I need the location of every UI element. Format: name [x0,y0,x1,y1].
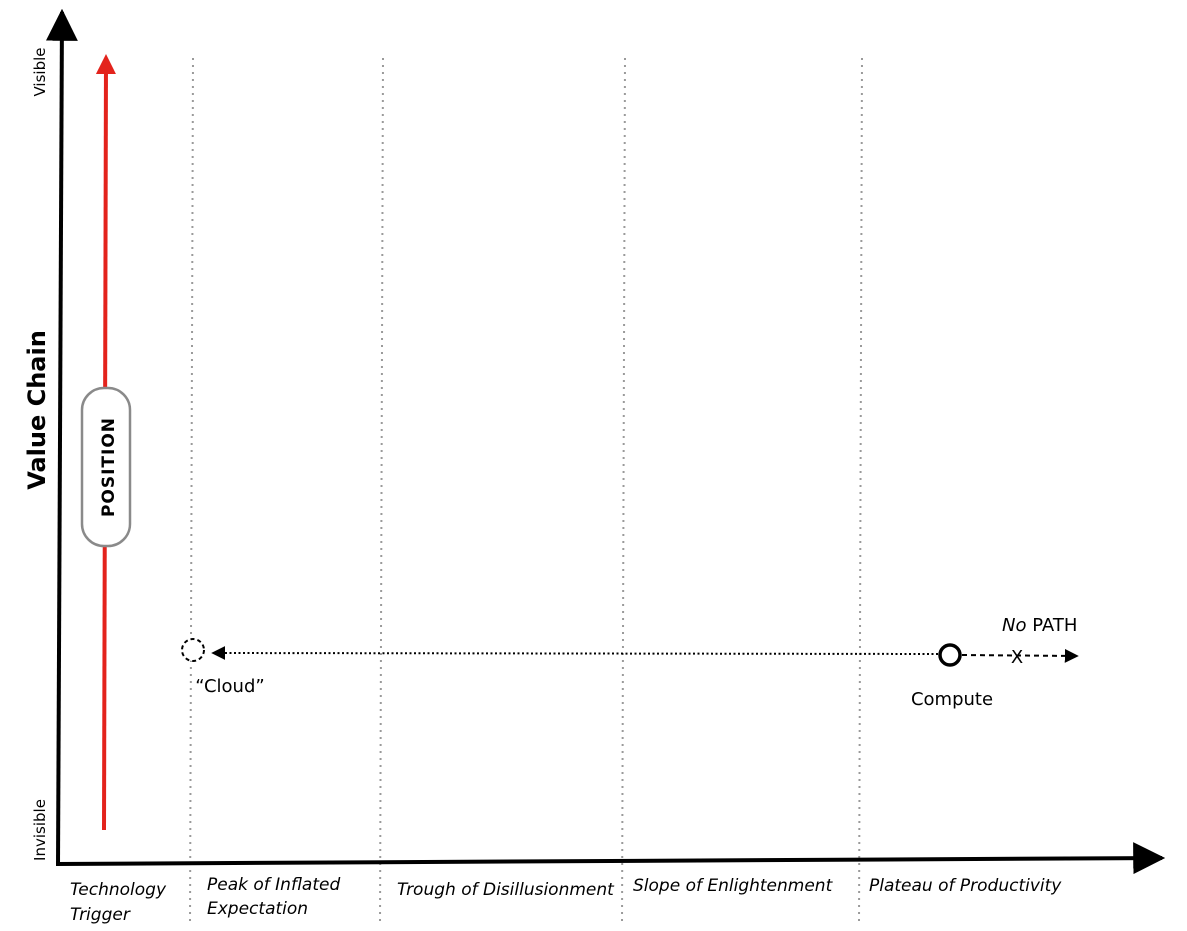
compute-label: Compute [911,689,993,710]
cloud-node [181,638,205,662]
phase-label-technology-trigger-line2: Trigger [70,905,131,925]
y-axis-title: Value Chain [23,330,51,490]
phase-label-trough: Trough of Disillusionment [397,880,615,900]
phase-labels: Technology Trigger Peak of Inflated Expe… [70,875,1062,925]
phase-divider-2 [379,57,384,926]
no-path-prefix: No [1002,615,1026,636]
no-path-dashed-arrow [961,648,1079,663]
compute-node [938,643,962,667]
phase-label-plateau: Plateau of Productivity [869,876,1062,896]
phase-dividers [189,57,863,926]
phase-label-slope: Slope of Enlightenment [633,876,834,896]
position-pill: POSITION [80,386,132,548]
evolution-dotted-arrow [211,646,939,661]
y-axis-line [45,8,78,866]
phase-divider-1 [189,57,194,926]
phase-divider-3 [621,57,626,926]
position-label: POSITION [99,417,119,517]
phase-label-technology-trigger-line1: Technology [70,880,167,900]
phase-divider-4 [858,57,863,926]
phase-label-peak-line1: Peak of Inflated [207,875,340,895]
no-path-suffix: PATH [1026,615,1077,636]
phase-label-peak-line2: Expectation [207,899,308,919]
no-path-x-marker: X [1011,647,1023,668]
y-axis-top-label: Visible [31,48,49,97]
x-axis-line [55,842,1166,875]
cloud-label: “Cloud” [195,676,264,697]
no-path-label: No PATH [1002,615,1077,636]
y-axis-bottom-label: Invisible [31,799,49,861]
